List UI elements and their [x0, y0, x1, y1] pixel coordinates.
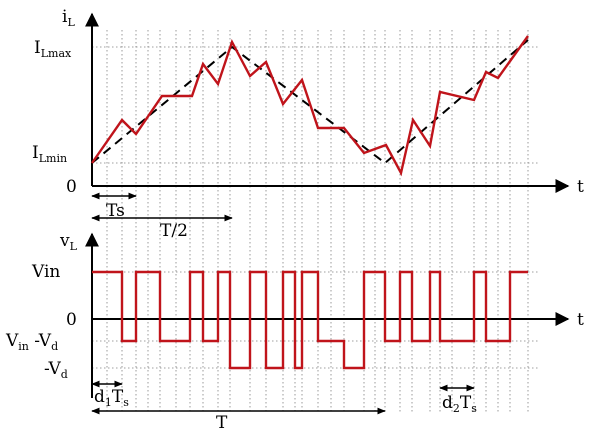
dim-half-period-label: T/2	[160, 221, 188, 241]
dim-d2ts-label: d2Ts	[442, 393, 477, 415]
tick-ilmin: ILmin	[32, 143, 67, 165]
current-time-label: t	[577, 177, 584, 197]
voltage-panel: vL t Vin 0 Vin -Vd -Vd d1Ts d2Ts T	[5, 231, 584, 430]
tick-neg-vd: -Vd	[44, 359, 68, 381]
voltage-axis-label: vL	[59, 231, 78, 253]
inductor-current-trace	[91, 35, 529, 177]
tick-vin-minus-vd: Vin -Vd	[5, 331, 58, 353]
tick-zero-voltage: 0	[66, 310, 77, 330]
voltage-time-label: t	[577, 310, 584, 330]
current-axis-label: iL	[62, 7, 75, 29]
tick-ilmax: ILmax	[34, 38, 72, 60]
dim-d1ts-label: d1Ts	[94, 387, 129, 409]
tick-vin: Vin	[31, 262, 60, 282]
tick-zero-current: 0	[66, 177, 77, 197]
inductor-voltage-trace	[92, 270, 528, 370]
current-panel: iL t ILmax ILmin 0 Ts T/2	[32, 7, 584, 241]
average-current-dashed	[91, 39, 529, 165]
dim-period-label: T	[216, 413, 228, 430]
